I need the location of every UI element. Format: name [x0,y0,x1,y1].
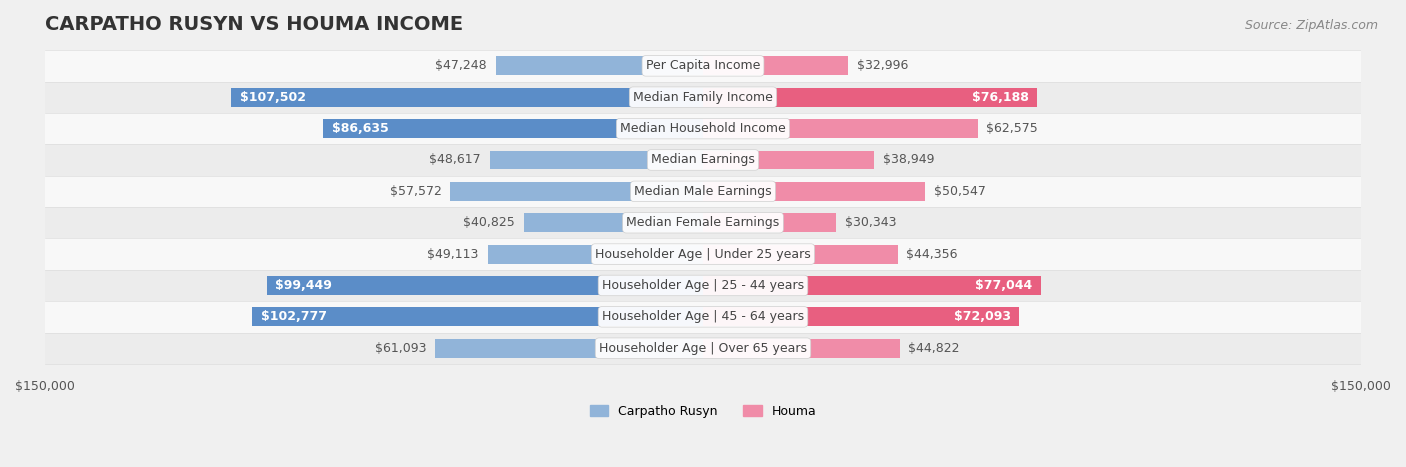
Text: $57,572: $57,572 [389,185,441,198]
Bar [450,182,703,201]
Text: $102,777: $102,777 [262,311,326,323]
Text: $44,356: $44,356 [907,248,957,261]
Bar [434,339,703,358]
Text: Median Earnings: Median Earnings [651,154,755,166]
Text: $32,996: $32,996 [856,59,908,72]
Text: $30,343: $30,343 [845,216,897,229]
Text: Per Capita Income: Per Capita Income [645,59,761,72]
Text: $99,449: $99,449 [276,279,332,292]
Bar [703,339,900,358]
Bar [703,88,1038,106]
Bar [496,57,703,75]
Bar [45,270,1361,301]
Bar [489,150,703,170]
Bar [267,276,703,295]
Bar [524,213,703,232]
Text: $76,188: $76,188 [972,91,1028,104]
Bar [45,113,1361,144]
Text: Householder Age | Under 25 years: Householder Age | Under 25 years [595,248,811,261]
Text: Source: ZipAtlas.com: Source: ZipAtlas.com [1244,19,1378,32]
Text: Householder Age | 25 - 44 years: Householder Age | 25 - 44 years [602,279,804,292]
Bar [45,144,1361,176]
Bar [45,50,1361,82]
Text: $47,248: $47,248 [436,59,486,72]
Bar [703,307,1019,326]
Text: Median Female Earnings: Median Female Earnings [627,216,779,229]
Bar [703,57,848,75]
Text: $77,044: $77,044 [974,279,1032,292]
Bar [323,119,703,138]
Text: $44,822: $44,822 [908,342,960,355]
Text: $72,093: $72,093 [953,311,1011,323]
Text: Householder Age | Over 65 years: Householder Age | Over 65 years [599,342,807,355]
Text: CARPATHO RUSYN VS HOUMA INCOME: CARPATHO RUSYN VS HOUMA INCOME [45,15,463,34]
Bar [45,333,1361,364]
Bar [703,276,1040,295]
Bar [45,176,1361,207]
Text: $61,093: $61,093 [375,342,426,355]
Text: Median Household Income: Median Household Income [620,122,786,135]
Text: $50,547: $50,547 [934,185,986,198]
Text: Median Family Income: Median Family Income [633,91,773,104]
Text: $38,949: $38,949 [883,154,934,166]
Text: $40,825: $40,825 [464,216,515,229]
Bar [232,88,703,106]
Bar [703,245,897,263]
Bar [45,82,1361,113]
Bar [703,213,837,232]
Text: $62,575: $62,575 [986,122,1038,135]
Legend: Carpatho Rusyn, Houma: Carpatho Rusyn, Houma [585,400,821,423]
Bar [45,301,1361,333]
Text: $86,635: $86,635 [332,122,388,135]
Text: Median Male Earnings: Median Male Earnings [634,185,772,198]
Text: $107,502: $107,502 [240,91,307,104]
Bar [703,182,925,201]
Bar [703,150,875,170]
Text: $48,617: $48,617 [429,154,481,166]
Text: $49,113: $49,113 [427,248,479,261]
Bar [252,307,703,326]
Text: Householder Age | 45 - 64 years: Householder Age | 45 - 64 years [602,311,804,323]
Bar [703,119,977,138]
Bar [45,239,1361,270]
Bar [45,207,1361,239]
Bar [488,245,703,263]
